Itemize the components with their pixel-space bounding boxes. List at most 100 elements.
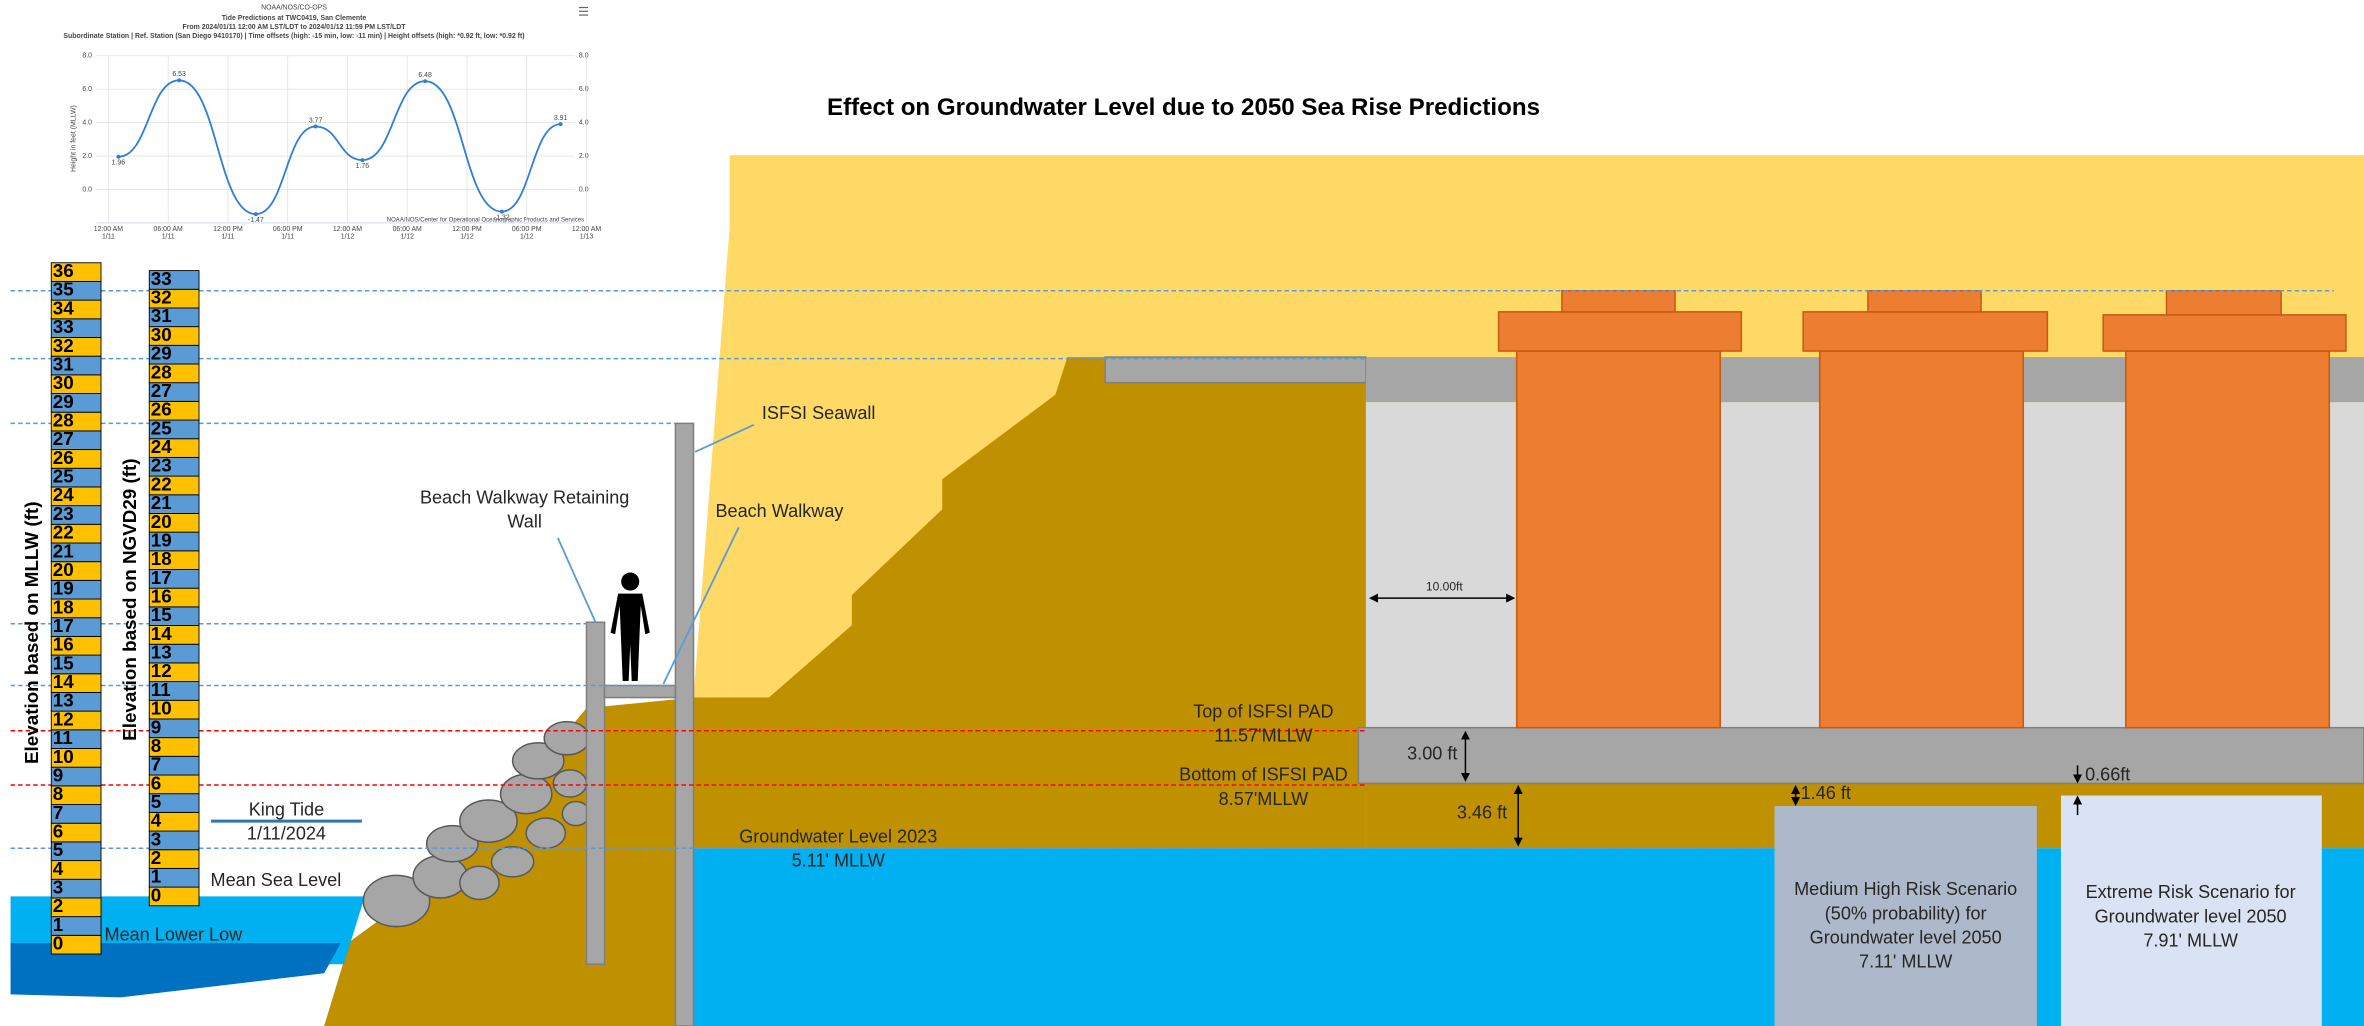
rock: [413, 856, 467, 898]
gauge-label: 32: [53, 335, 74, 356]
gauge-label: 8: [53, 783, 63, 804]
rock: [491, 847, 533, 877]
gauge-label: 22: [53, 522, 74, 543]
scenario-line: Groundwater level 2050: [2095, 906, 2287, 926]
gauge-label: 28: [151, 361, 172, 382]
rock: [501, 774, 552, 813]
gauge-label: 6: [53, 821, 63, 842]
gauge-label: 31: [53, 353, 74, 374]
rock: [553, 770, 586, 797]
gauge-label: 20: [151, 511, 172, 532]
y2-tick-label: 4.0: [579, 119, 589, 126]
cask-cap: [2103, 315, 2346, 351]
gauge-label: 31: [151, 305, 172, 326]
gauge-label: 22: [151, 473, 172, 494]
tide-chart-header: NOAA/NOS/CO-OPS: [261, 4, 327, 11]
annotation: Beach Walkway: [715, 501, 843, 521]
x-tick-label: 06:00 AM: [393, 226, 422, 233]
gauge-label: 2: [151, 847, 161, 868]
gauge-label: 1: [151, 866, 161, 887]
gauge-label: 8: [151, 735, 161, 756]
gauge-label: 10: [151, 698, 172, 719]
tide-point: [254, 212, 258, 216]
gauge-label: 35: [53, 279, 74, 300]
gauge-label: 9: [53, 764, 63, 785]
dimension-label: 10.00ft: [1426, 580, 1464, 594]
gauges: 0123456789101112131415161718192021222324…: [21, 260, 199, 954]
tide-chart-title: Tide Predictions at TWC0419, San Clement…: [222, 15, 367, 22]
cask-cap: [1499, 312, 1742, 351]
gauge-label: 1: [53, 914, 63, 935]
value-label: 3.77: [309, 117, 323, 124]
scenario-line: 7.11' MLLW: [1859, 952, 1952, 972]
gauge-label: 2: [53, 895, 63, 916]
gauge-label: 0: [53, 933, 63, 954]
tide-point: [500, 210, 504, 214]
x-tick-date: 1/12: [341, 233, 355, 240]
gauge-label: 7: [151, 754, 161, 775]
tide-point: [360, 158, 364, 162]
x-tick-date: 1/12: [400, 233, 414, 240]
gauge-label: 34: [53, 297, 74, 318]
gauge-label: 11: [151, 679, 171, 700]
annotation: 11.57'MLLW: [1214, 726, 1312, 746]
gauge-title: Elevation based on NGVD29 (ft): [119, 458, 140, 740]
gauge-label: 4: [53, 858, 64, 879]
x-tick-label: 12:00 AM: [572, 226, 601, 233]
gauge-label: 18: [53, 596, 74, 617]
annotation: Top of ISFSI PAD: [1193, 701, 1333, 721]
annotation: Wall: [507, 512, 541, 532]
gauge-label: 24: [151, 436, 172, 457]
scenario-line: Medium High Risk Scenario: [1794, 879, 2017, 899]
tide-chart-subtitle: From 2024/01/11 12:00 AM LST/LDT to 2024…: [183, 24, 407, 31]
rock: [562, 802, 589, 826]
value-label: 6.53: [172, 71, 186, 78]
x-tick-date: 1/11: [162, 233, 175, 240]
tide-point: [116, 155, 120, 159]
page: Groundwater Level 2050 html, body { marg…: [0, 0, 2364, 1026]
rock: [526, 818, 565, 848]
isfsi-pad: [1358, 728, 2364, 784]
gauge-label: 28: [53, 410, 74, 431]
scenario-line: Extreme Risk Scenario for: [2086, 882, 2296, 902]
gauge-label: 29: [151, 343, 172, 364]
y2-tick-label: 2.0: [579, 153, 589, 160]
gauge-label: 9: [151, 716, 161, 737]
value-label: 1.96: [112, 160, 126, 167]
y2-tick-label: 8.0: [579, 53, 589, 60]
value-label: 6.48: [418, 72, 432, 79]
dimension-label: 1.46 ft: [1801, 783, 1851, 803]
annotation: King Tide: [249, 799, 324, 819]
person-silhouette: [611, 573, 650, 681]
tide-point: [314, 125, 318, 129]
value-label: -1.32: [494, 214, 510, 221]
x-tick-date: 1/11: [102, 233, 115, 240]
gauge-label: 4: [151, 810, 162, 831]
annotation: Groundwater Level 2023: [739, 826, 937, 846]
casks: [1499, 291, 2346, 728]
x-tick-label: 06:00 PM: [273, 226, 303, 233]
annotation: Beach Walkway Retaining: [420, 487, 629, 507]
diagram: Effect on Groundwater Level due to 2050 …: [0, 0, 2364, 1026]
gauge-label: 30: [151, 324, 172, 345]
gauge-label: 21: [53, 540, 74, 561]
scenario-line: (50% probability) for: [1825, 903, 1987, 923]
scenario-line: Groundwater level 2050: [1810, 927, 2002, 947]
gauge-label: 23: [53, 503, 74, 524]
gauge-label: 26: [53, 447, 74, 468]
gauge-label: 19: [53, 578, 74, 599]
gauge-label: 27: [53, 428, 74, 449]
x-tick-label: 06:00 AM: [154, 226, 183, 233]
gauge-label: 17: [151, 567, 172, 588]
dimension-label: 3.46 ft: [1457, 802, 1507, 822]
tide-point: [177, 78, 181, 82]
dimension-label: 0.66ft: [2085, 765, 2130, 785]
callout: [558, 538, 596, 622]
gauge-label: 3: [53, 877, 63, 898]
gauge-label: 6: [151, 772, 161, 793]
gauge-label: 13: [151, 642, 172, 663]
rock: [460, 866, 499, 899]
cask-cap: [1803, 312, 2047, 351]
gauge-label: 5: [151, 791, 161, 812]
walkway: [605, 686, 676, 698]
